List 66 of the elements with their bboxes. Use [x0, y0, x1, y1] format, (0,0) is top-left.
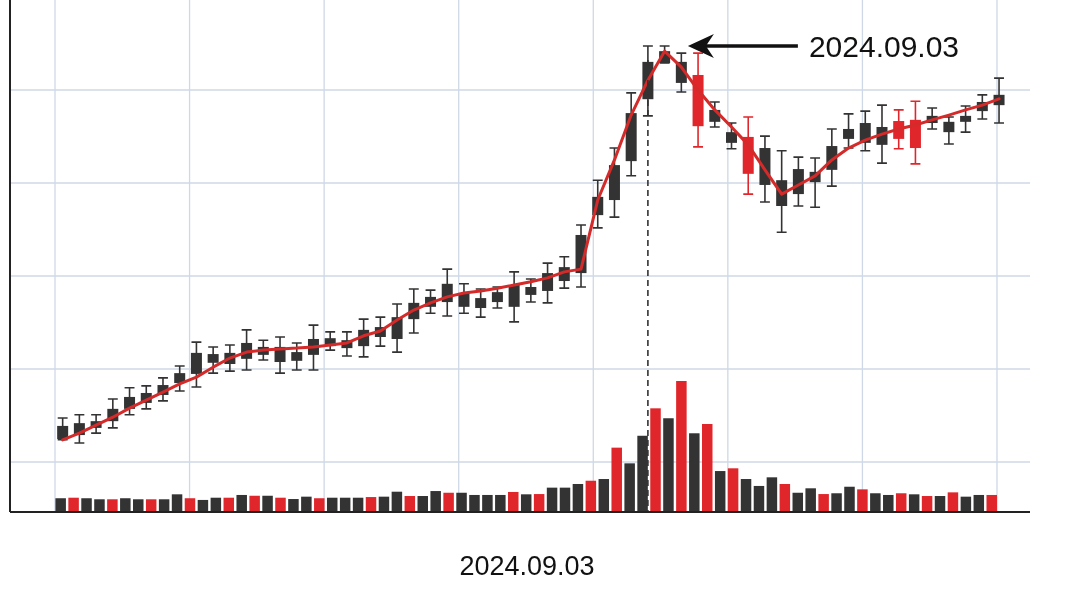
- bar: [818, 494, 829, 512]
- bar: [81, 498, 92, 512]
- bar: [598, 479, 610, 512]
- bar: [546, 487, 558, 512]
- bar: [624, 463, 635, 512]
- bar: [469, 494, 480, 512]
- bar: [107, 499, 118, 512]
- bar: [456, 492, 467, 512]
- bar: [895, 493, 907, 512]
- bar: [766, 477, 778, 512]
- bar: [68, 497, 79, 512]
- bar: [443, 492, 454, 512]
- bar: [857, 489, 868, 512]
- bar: [986, 494, 997, 512]
- bar: [883, 494, 894, 512]
- bar: [844, 486, 855, 512]
- bar: [120, 498, 131, 512]
- bar: [753, 485, 765, 512]
- bar: [572, 483, 584, 512]
- bar: [870, 493, 881, 512]
- bar: [650, 408, 661, 512]
- bar: [404, 496, 416, 512]
- bar: [921, 496, 933, 512]
- bar: [508, 491, 519, 512]
- bar: [663, 418, 674, 512]
- bar: [689, 433, 700, 512]
- bar: [262, 495, 273, 512]
- bar: [249, 495, 260, 512]
- bar: [714, 471, 726, 512]
- bar: [365, 497, 377, 512]
- bar: [676, 381, 687, 512]
- bar: [973, 494, 985, 512]
- bar: [171, 494, 183, 512]
- bar: [495, 494, 506, 512]
- bar: [236, 494, 247, 512]
- bar: [145, 499, 157, 512]
- bar: [740, 479, 752, 512]
- x-axis-title: 2024.09.03: [808, 30, 960, 63]
- bar: [301, 496, 312, 512]
- bar: [482, 494, 493, 512]
- bar: [585, 480, 597, 512]
- bar: [430, 491, 441, 512]
- bar: [701, 424, 713, 512]
- bar: [55, 498, 66, 512]
- bar: [908, 494, 920, 512]
- bar: [533, 494, 545, 512]
- bar: [94, 499, 105, 512]
- bar: [158, 499, 170, 512]
- bar: [520, 494, 532, 512]
- text: 2024.09.03: [459, 551, 595, 581]
- bar: [831, 493, 842, 512]
- bar: [275, 497, 286, 512]
- bar: [947, 492, 959, 512]
- bar: [727, 468, 739, 512]
- bar: [133, 499, 144, 512]
- bar: [934, 496, 946, 512]
- bar: [559, 487, 571, 512]
- bar: [391, 491, 403, 512]
- bar: [288, 499, 299, 512]
- bar: [805, 488, 816, 512]
- bar: [611, 447, 622, 512]
- bar: [779, 483, 791, 512]
- bar: [184, 498, 196, 512]
- bar: [314, 498, 325, 512]
- bar: [792, 492, 804, 512]
- bar: [417, 496, 428, 512]
